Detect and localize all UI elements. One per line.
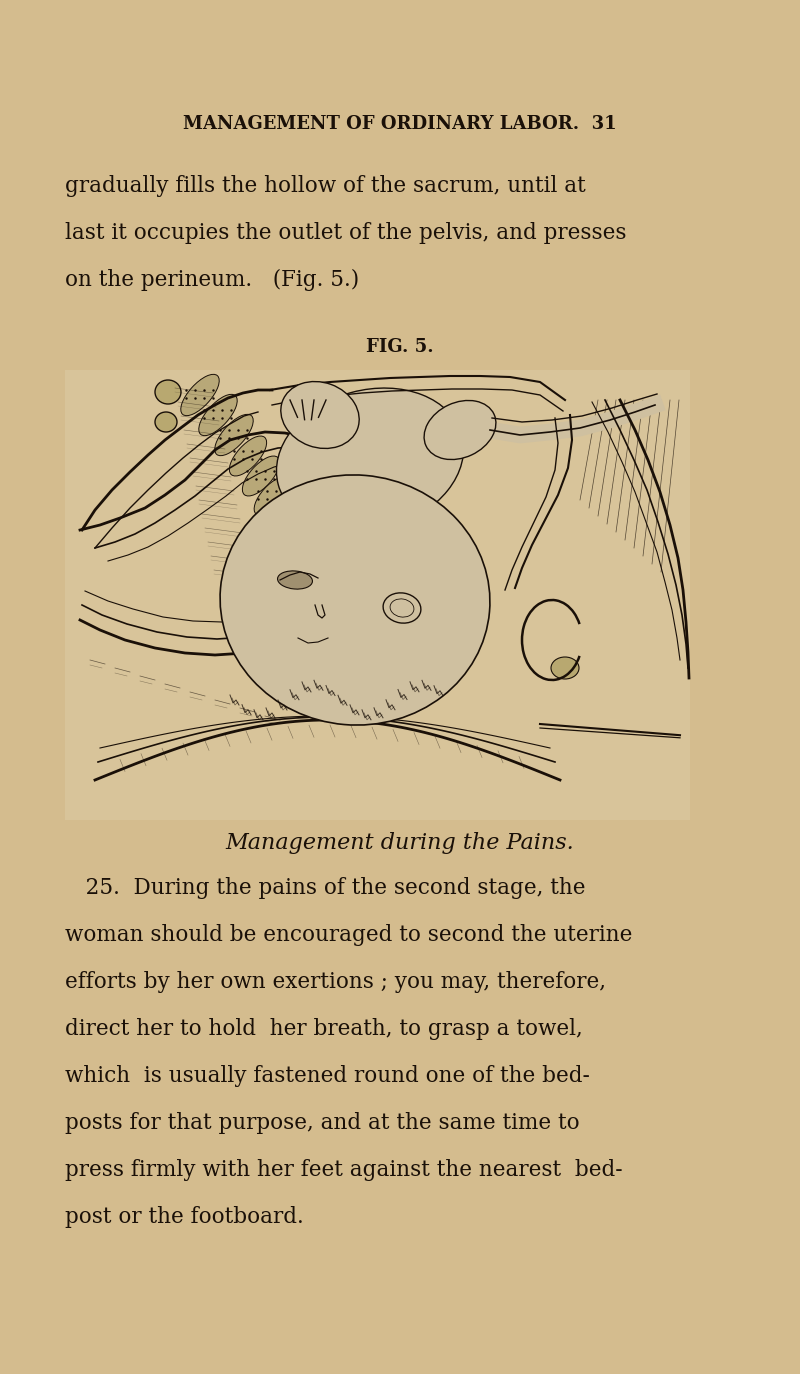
Text: woman should be encouraged to second the uterine: woman should be encouraged to second the… (65, 923, 632, 947)
Ellipse shape (254, 477, 290, 515)
Text: on the perineum.   (Fig. 5.): on the perineum. (Fig. 5.) (65, 269, 359, 291)
Ellipse shape (281, 382, 359, 448)
Ellipse shape (220, 475, 490, 725)
Text: post or the footboard.: post or the footboard. (65, 1206, 304, 1228)
Text: MANAGEMENT OF ORDINARY LABOR.  31: MANAGEMENT OF ORDINARY LABOR. 31 (183, 115, 617, 133)
Text: efforts by her own exertions ; you may, therefore,: efforts by her own exertions ; you may, … (65, 971, 606, 993)
Ellipse shape (383, 592, 421, 624)
Text: which  is usually fastened round one of the bed-: which is usually fastened round one of t… (65, 1065, 590, 1087)
Text: Management during the Pains.: Management during the Pains. (226, 833, 574, 855)
Ellipse shape (242, 456, 280, 496)
Ellipse shape (230, 436, 266, 475)
FancyBboxPatch shape (65, 370, 690, 820)
Text: press firmly with her feet against the nearest  bed-: press firmly with her feet against the n… (65, 1160, 622, 1182)
Ellipse shape (214, 415, 254, 456)
Text: 25.  During the pains of the second stage, the: 25. During the pains of the second stage… (65, 877, 586, 899)
Ellipse shape (278, 572, 313, 589)
Ellipse shape (198, 394, 238, 436)
Ellipse shape (155, 412, 177, 431)
Ellipse shape (551, 657, 579, 679)
Text: posts for that purpose, and at the same time to: posts for that purpose, and at the same … (65, 1112, 580, 1134)
Ellipse shape (181, 374, 219, 416)
Text: FIG. 5.: FIG. 5. (366, 338, 434, 356)
Text: last it occupies the outlet of the pelvis, and presses: last it occupies the outlet of the pelvi… (65, 223, 626, 245)
Ellipse shape (277, 387, 463, 532)
Text: direct her to hold  her breath, to grasp a towel,: direct her to hold her breath, to grasp … (65, 1018, 582, 1040)
Ellipse shape (424, 400, 496, 459)
Ellipse shape (390, 599, 414, 617)
Text: gradually fills the hollow of the sacrum, until at: gradually fills the hollow of the sacrum… (65, 174, 586, 196)
Ellipse shape (155, 381, 181, 404)
